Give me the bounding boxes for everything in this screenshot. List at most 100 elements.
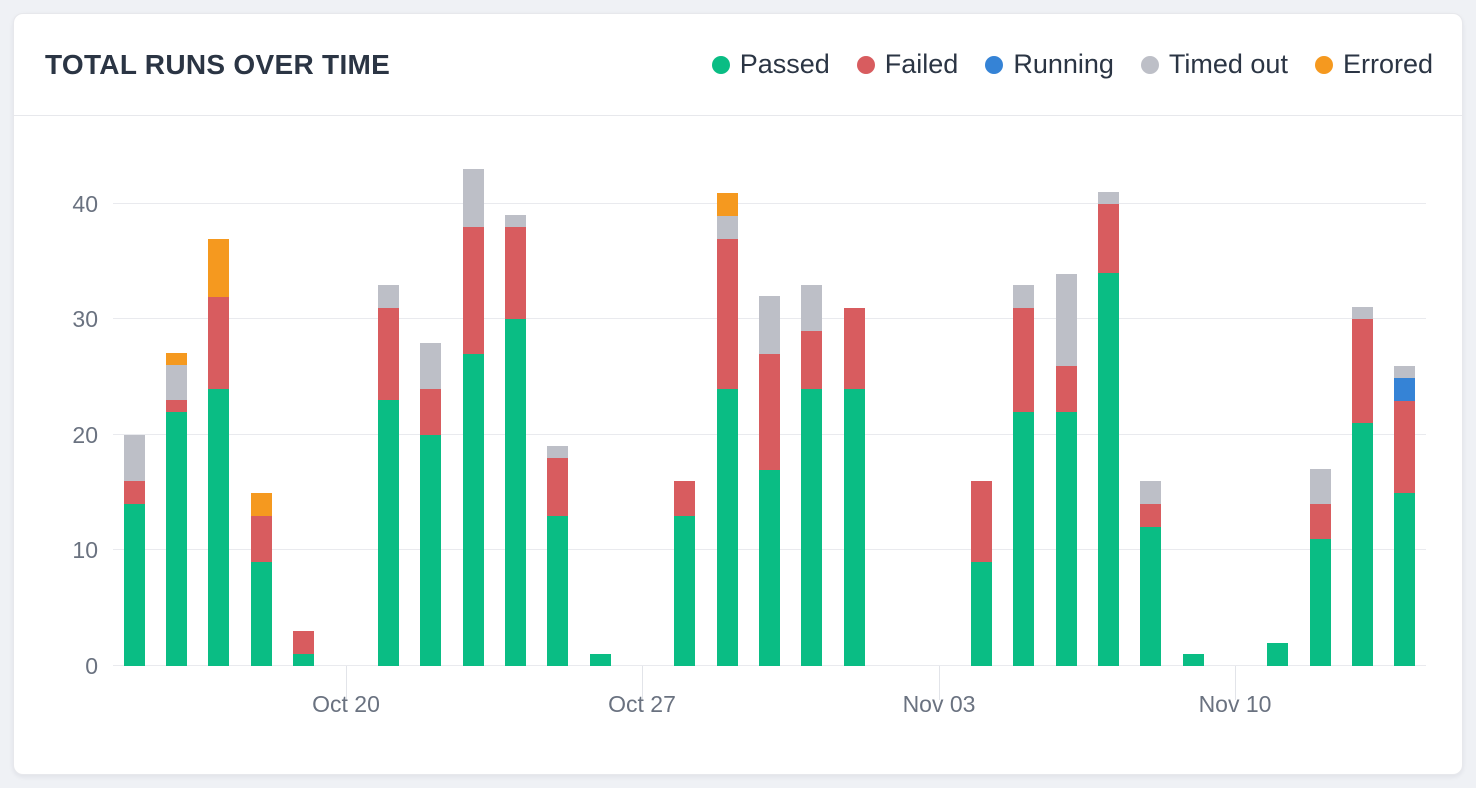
bar-segment-timed_out [420,343,442,389]
bar-segment-timed_out [1394,366,1416,378]
bar-segment-passed [1013,412,1035,666]
bar-stack[interactable] [1267,643,1289,666]
bar-segment-failed [843,308,865,389]
bar-slot [240,493,282,666]
bar-stack[interactable] [1055,274,1077,666]
legend-item-running[interactable]: Running [985,49,1114,80]
bar-stack[interactable] [970,481,992,666]
bar-slot [155,353,197,666]
bar-segment-passed [420,435,442,666]
plot-area [113,146,1426,666]
bar-stack[interactable] [504,215,526,666]
x-axis-tick [1235,666,1236,700]
bar-segment-failed [716,239,738,389]
bar-slot [579,654,621,666]
bar-slot [452,169,494,666]
bar-stack[interactable] [1309,469,1331,666]
bar-stack[interactable] [716,193,738,666]
bar-segment-failed [1352,319,1374,423]
running-dot-icon [985,55,1004,74]
bar-stack[interactable] [208,239,230,666]
bar-stack[interactable] [420,343,442,666]
bar-stack[interactable] [1352,307,1374,666]
bar-segment-passed [970,562,992,666]
bar-stack[interactable] [166,353,188,666]
bar-segment-timed_out [166,365,188,400]
bar-segment-passed [843,389,865,666]
bar-segment-timed_out [547,446,569,458]
bar-segment-failed [208,297,230,389]
failed-dot-icon [856,55,875,74]
bar-segment-failed [547,458,569,516]
bar-segment-failed [462,227,484,354]
bar-stack[interactable] [1182,654,1204,666]
bar-slot [1384,366,1426,666]
bar-stack[interactable] [759,296,781,666]
gridline-40 [113,203,1426,204]
legend-item-timed-out[interactable]: Timed out [1140,49,1288,80]
bar-slot [537,446,579,666]
page-title: TOTAL RUNS OVER TIME [45,48,391,80]
bar-slot [791,285,833,666]
bar-stack[interactable] [123,435,145,666]
bar-segment-timed_out [1013,285,1035,308]
bar-stack[interactable] [1140,481,1162,666]
passed-dot-icon [711,55,730,74]
bar-stack[interactable] [674,481,696,666]
bar-segment-passed [547,516,569,666]
bar-segment-failed [250,516,272,562]
bar-stack[interactable] [1394,366,1416,666]
bar-segment-running [1394,378,1416,401]
bar-segment-failed [1394,401,1416,493]
bar-segment-timed_out [716,216,738,239]
x-axis-tick-label: Oct 20 [312,691,380,717]
bar-segment-timed_out [801,285,823,331]
legend-item-label: Timed out [1168,49,1288,79]
y-axis-tick-label: 40 [72,191,98,217]
bar-stack[interactable] [547,446,569,666]
bar-segment-failed [1055,366,1077,412]
y-axis-tick-label: 30 [72,306,98,332]
bar-segment-passed [462,354,484,666]
bar-stack[interactable] [801,285,823,666]
y-axis-tick-label: 0 [85,653,98,679]
bar-stack[interactable] [1097,192,1119,666]
legend-item-label: Running [1013,49,1114,79]
bar-slot [748,296,790,666]
legend-item-passed[interactable]: Passed [711,49,830,80]
bar-segment-passed [1140,527,1162,666]
bar-stack[interactable] [1013,285,1035,666]
bar-stack[interactable] [843,308,865,666]
bar-slot [198,239,240,666]
bar-stack[interactable] [377,285,399,666]
bar-segment-failed [970,481,992,562]
bar-slot [1341,307,1383,666]
bar-stack[interactable] [462,169,484,666]
bar-segment-timed_out [462,169,484,227]
bar-stack[interactable] [250,493,272,666]
bar-segment-failed [1140,504,1162,527]
y-axis-tick-label: 10 [72,537,98,563]
bar-slot [282,631,324,666]
errored-dot-icon [1314,55,1333,74]
bar-segment-errored [250,493,272,516]
bar-segment-passed [1309,539,1331,666]
legend-item-failed[interactable]: Failed [856,49,959,80]
bar-segment-timed_out [759,296,781,354]
legend-item-errored[interactable]: Errored [1314,49,1433,80]
bar-stack[interactable] [589,654,611,666]
bar-segment-failed [377,308,399,400]
bar-segment-failed [801,331,823,389]
x-axis-tick-label: Nov 03 [902,691,976,717]
bar-segment-errored [166,353,188,365]
bar-slots [113,146,1426,666]
bar-stack[interactable] [293,631,315,666]
bar-segment-passed [293,654,315,666]
y-axis-labels: 0 10 20 30 40 [14,146,98,679]
bar-slot [1003,285,1045,666]
bar-segment-timed_out [123,435,145,481]
legend-item-label: Failed [884,49,959,79]
bar-segment-failed [504,227,526,319]
bar-segment-timed_out [1140,481,1162,504]
bar-segment-passed [250,562,272,666]
